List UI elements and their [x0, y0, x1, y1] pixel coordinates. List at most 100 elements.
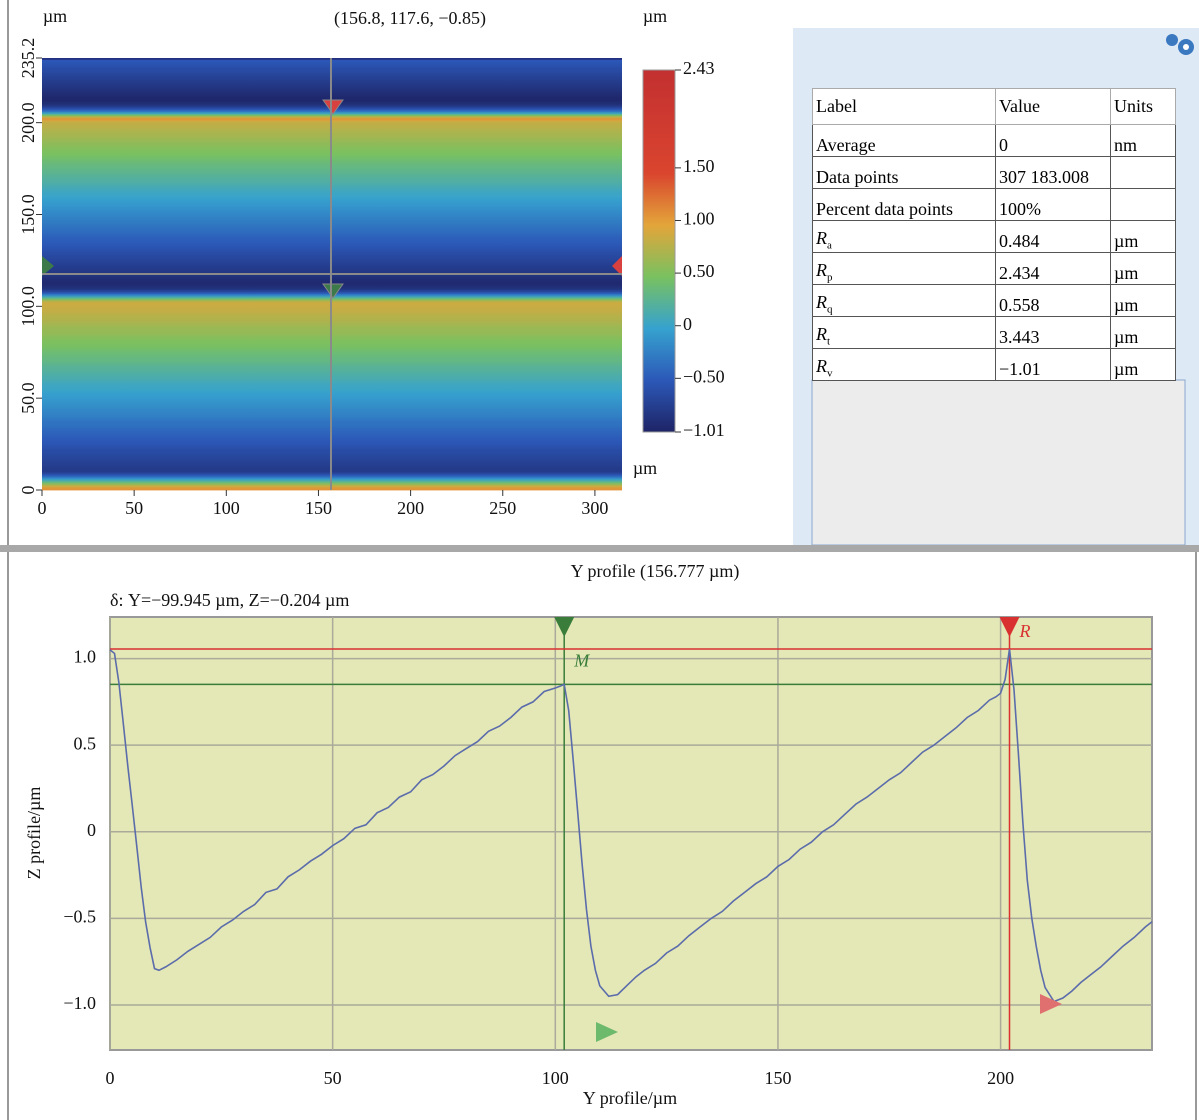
- map-band: [42, 264, 622, 270]
- map-band: [42, 223, 622, 229]
- x-tick-label: 50: [324, 1068, 342, 1088]
- cursor-handle[interactable]: [612, 256, 622, 276]
- map-band: [42, 168, 622, 174]
- units-cell: [1110, 188, 1176, 221]
- map-band: [42, 269, 622, 274]
- y-tick-label: 0: [87, 820, 96, 840]
- map-band: [42, 186, 622, 192]
- colorbar-tick-label: 0: [683, 314, 692, 334]
- value-cell: 2.434: [995, 252, 1111, 285]
- map-band: [42, 241, 622, 248]
- map-band: [42, 172, 622, 179]
- header-cell: Units: [1110, 88, 1176, 125]
- map-band: [42, 296, 622, 300]
- cursor-handle[interactable]: [42, 256, 54, 276]
- map-band: [42, 131, 622, 137]
- map-band: [42, 126, 622, 133]
- cursor-handles[interactable]: [42, 99, 1062, 1042]
- cursor-handle[interactable]: [322, 283, 344, 299]
- subscript: v: [827, 368, 833, 380]
- value-cell: 307 183.008: [995, 156, 1111, 189]
- map-band: [42, 163, 622, 169]
- map-band: [42, 232, 622, 238]
- marker-handle: [999, 617, 1020, 637]
- map-band: [42, 388, 622, 394]
- table-row: Ra 0.484 µm: [812, 220, 1176, 253]
- x-unit: µm: [633, 458, 657, 478]
- symbol: R: [816, 324, 827, 345]
- x-tick-label: 50: [125, 498, 143, 518]
- map-band: [42, 158, 622, 165]
- units-cell: µm: [1110, 348, 1176, 381]
- colorbar-unit: µm: [643, 6, 667, 26]
- label-cell: Data points: [812, 156, 996, 189]
- y-tick-label: 1.0: [74, 647, 97, 667]
- y-unit: µm: [43, 6, 67, 26]
- colorbar: [642, 69, 676, 433]
- map-band: [42, 425, 622, 431]
- x-tick-label: 150: [305, 498, 332, 518]
- splitter[interactable]: [0, 545, 1199, 552]
- label-cell: Rv: [812, 348, 996, 381]
- x-axis-label: Y profile/µm: [583, 1088, 677, 1108]
- label-cell: Rp: [812, 252, 996, 285]
- map-band: [42, 429, 622, 436]
- label-cell: Rt: [812, 316, 996, 349]
- units-cell: µm: [1110, 220, 1176, 253]
- x-tick-label: 100: [542, 1068, 569, 1088]
- map-band: [42, 209, 622, 215]
- map-band: [42, 487, 622, 491]
- gear-hole[interactable]: [1183, 44, 1189, 50]
- range-handle[interactable]: [1040, 994, 1062, 1014]
- marker-handle: [554, 617, 575, 637]
- cursor-handle[interactable]: [322, 99, 344, 115]
- map-band: [42, 204, 622, 211]
- map-band: [42, 71, 622, 78]
- map-band: [42, 402, 622, 408]
- subscript: t: [827, 336, 831, 348]
- map-band: [42, 276, 622, 282]
- label-cell: Rq: [812, 284, 996, 317]
- settings-icon[interactable]: [1166, 34, 1194, 55]
- map-band: [42, 218, 622, 225]
- map-band: [42, 448, 622, 454]
- map-band: [42, 476, 622, 480]
- y-axis-label: Z profile/µm: [24, 787, 44, 880]
- gear-small[interactable]: [1166, 34, 1178, 46]
- map-band: [42, 76, 622, 82]
- map-band: [42, 466, 622, 471]
- colorbar-tick-label: 0.50: [683, 261, 715, 281]
- map-band: [42, 310, 622, 316]
- map-band: [42, 356, 622, 362]
- value-cell: 100%: [995, 188, 1111, 221]
- map-band: [42, 439, 622, 445]
- map-band: [42, 462, 622, 468]
- range-handle[interactable]: [596, 1022, 618, 1042]
- map-band: [42, 181, 622, 188]
- map-band: [42, 272, 622, 278]
- value-cell: 3.443: [995, 316, 1111, 349]
- map-band: [42, 383, 622, 390]
- map-band: [42, 140, 622, 147]
- map-band: [42, 298, 622, 302]
- height-map: [42, 59, 622, 491]
- map-band: [42, 379, 622, 385]
- label-cell: Average: [812, 124, 996, 157]
- x-tick-label: 300: [581, 498, 608, 518]
- map-band: [42, 114, 622, 118]
- units-cell: nm: [1110, 124, 1176, 157]
- y-tick-label: −1.0: [63, 993, 96, 1013]
- empty-area: [811, 379, 1186, 546]
- map-band: [42, 177, 622, 183]
- y-tick-label: 0: [18, 486, 38, 495]
- colorbar-tick-label: −0.50: [683, 366, 725, 386]
- map-band: [42, 89, 622, 94]
- delta-annotation: δ: Y=−99.945 µm, Z=−0.204 µm: [110, 590, 349, 610]
- map-band: [42, 227, 622, 234]
- map-band: [42, 255, 622, 261]
- map-band: [42, 80, 622, 87]
- map-band: [42, 374, 622, 381]
- value-cell: −1.01: [995, 348, 1111, 381]
- map-band: [42, 474, 622, 478]
